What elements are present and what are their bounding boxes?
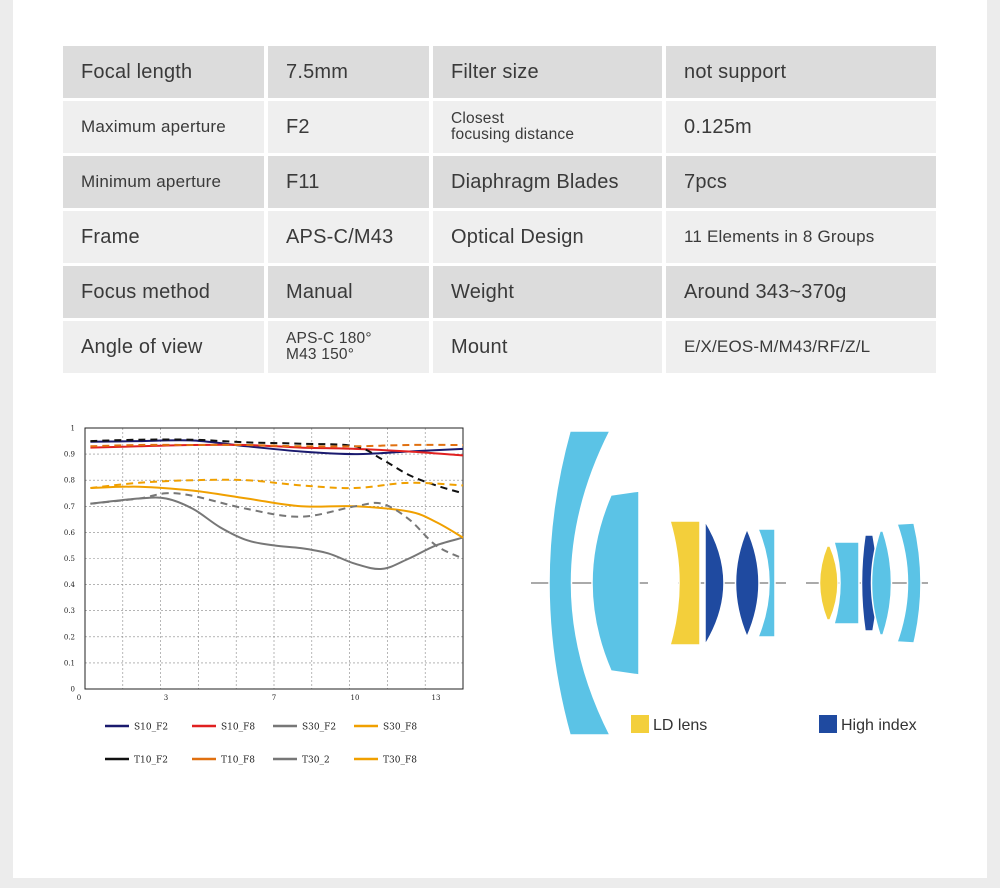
plot-frame — [84, 427, 464, 690]
high-index-label: High index — [841, 717, 917, 734]
lens-element-2 — [591, 490, 640, 676]
legend-label: S10_F8 — [221, 723, 255, 733]
high-index-swatch — [819, 715, 837, 733]
spec-cell-col-c: Closest focusing distance — [433, 101, 662, 153]
spec-cell-col-c: Optical Design — [433, 211, 662, 263]
spec-row: Minimum aperture F11 Diaphragm Blades 7pcs — [63, 156, 936, 208]
mtf-chart: 0 0.1 0.2 0.3 0.4 0.5 0.6 0.7 0.8 0.9 1 0 3 7 10 13 S10_… — [60, 418, 480, 778]
spec-cell-col-a: Minimum aperture — [63, 156, 264, 208]
lens-element-11 — [895, 522, 922, 644]
spec-cell-col-b: APS-C 180° M43 150° — [268, 321, 429, 373]
spec-cell-col-d: not support — [666, 46, 936, 98]
spec-cell-line: focusing distance — [451, 126, 575, 143]
spec-row: Maximum aperture F2 Closest focusing distan… — [63, 101, 936, 153]
legend-label: T30_2 — [302, 756, 330, 766]
lens-element-3 — [669, 520, 701, 646]
optical-diagram-svg: LD lens High index — [531, 430, 928, 736]
spec-cell-col-b: 7.5mm — [268, 46, 429, 98]
spec-cell-col-b: F2 — [268, 101, 429, 153]
series-line-t30_2 — [90, 492, 464, 560]
y-tick-label: 0.8 — [64, 477, 75, 485]
series-line-s30_f8 — [90, 485, 464, 539]
optical-diagram: LD lens High index — [528, 425, 938, 745]
y-tick-label: 0.9 — [64, 451, 75, 459]
lens-element-7 — [818, 545, 839, 621]
x-tick-label: 0 — [77, 694, 81, 702]
lens-element-8 — [832, 541, 860, 625]
spec-cell-col-c: Filter size — [433, 46, 662, 98]
spec-cell-line: APS-C 180° — [286, 329, 372, 347]
spec-row: Focus method Manual Weight Around 343~370g — [63, 266, 936, 318]
spec-cell-col-d: 0.125m — [666, 101, 936, 153]
spec-cell-col-d: Around 343~370g — [666, 266, 936, 318]
spec-table: Focal length 7.5mm Filter size not support M… — [63, 46, 936, 376]
lens-element-4 — [704, 518, 725, 648]
lens-element-1 — [548, 430, 612, 736]
spec-cell-line: Closest — [451, 109, 505, 127]
legend-label: S30_F8 — [383, 723, 417, 733]
series-line-t10_f2 — [90, 438, 464, 495]
spec-cell-col-a: Focus method — [63, 266, 264, 318]
spec-cell-col-a: Angle of view — [63, 321, 264, 373]
spec-cell-col-b: F11 — [268, 156, 429, 208]
y-tick-label: 0 — [71, 686, 75, 694]
x-tick-label: 13 — [432, 694, 441, 702]
spec-cell-col-c: Mount — [433, 321, 662, 373]
spec-row: Focal length 7.5mm Filter size not support — [63, 46, 936, 98]
ld-lens-label: LD lens — [653, 717, 707, 734]
spec-cell-col-b: Manual — [268, 266, 429, 318]
legend-label: S10_F2 — [134, 723, 168, 733]
lens-element-5 — [734, 527, 760, 639]
spec-cell-col-d: 11 Elements in 8 Groups — [666, 211, 936, 263]
y-tick-label: 0.5 — [64, 555, 75, 563]
spec-cell-col-d: E/X/EOS-M/M43/RF/Z/L — [666, 321, 936, 373]
lens-element-6 — [756, 528, 776, 638]
x-tick-label: 7 — [272, 694, 276, 702]
x-tick-label: 3 — [164, 694, 168, 702]
legend-label: T10_F2 — [134, 756, 168, 766]
y-tick-label: 0.7 — [64, 503, 75, 511]
lens-element-10 — [870, 530, 893, 636]
ld-lens-swatch — [631, 715, 649, 733]
legend-label: S30_F2 — [302, 723, 336, 733]
legend-label: T30_F8 — [383, 756, 417, 766]
mtf-chart-svg: 00.10.20.30.40.50.60.70.80.910 3 7 10 13S10_… — [64, 425, 464, 766]
spec-cell-col-d: 7pcs — [666, 156, 936, 208]
x-tick-label: 10 — [351, 694, 360, 702]
y-tick-label: 0.2 — [64, 633, 75, 641]
y-tick-label: 0.1 — [64, 659, 75, 667]
spec-row: Frame APS-C/M43 Optical Design 11 Elements … — [63, 211, 936, 263]
spec-cell-line: M43 150° — [286, 346, 355, 363]
spec-cell-col-b: APS-C/M43 — [268, 211, 429, 263]
series-line-s30_f2 — [90, 496, 464, 571]
spec-cell-col-c: Diaphragm Blades — [433, 156, 662, 208]
y-tick-label: 1 — [71, 425, 75, 433]
spec-cell-col-c: Weight — [433, 266, 662, 318]
series-line-t10_f8 — [90, 443, 464, 448]
spec-cell-col-a: Frame — [63, 211, 264, 263]
y-tick-label: 0.6 — [64, 529, 76, 537]
spec-cell-col-a: Focal length — [63, 46, 264, 98]
series-line-t30_f8 — [90, 478, 464, 490]
spec-row: Angle of view APS-C 180° M43 150° Mount E/X/… — [63, 321, 936, 373]
y-tick-label: 0.4 — [64, 581, 76, 589]
spec-cell-col-a: Maximum aperture — [63, 101, 264, 153]
legend-label: T10_F8 — [221, 756, 255, 766]
y-tick-label: 0.3 — [64, 607, 75, 615]
